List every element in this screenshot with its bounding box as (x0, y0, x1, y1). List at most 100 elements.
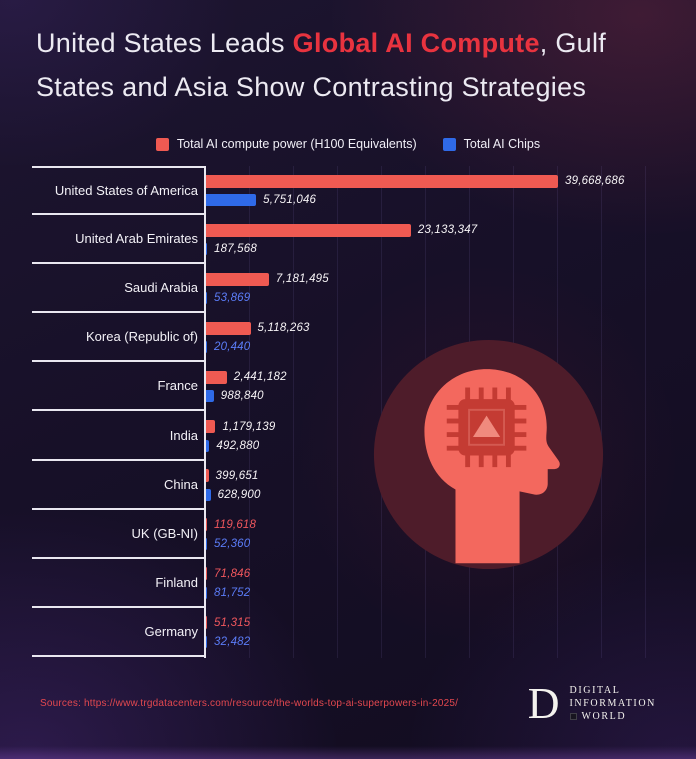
country-label: United States of America (32, 166, 205, 216)
chart-row: Korea (Republic of) 5,118,263 20,440 (0, 313, 696, 363)
compute-bar (205, 174, 558, 188)
chips-bar-line: 20,440 (205, 341, 696, 354)
microchip-icon (446, 387, 527, 468)
chips-bar (205, 243, 207, 256)
chart-row: China 399,651 628,900 (0, 461, 696, 510)
compute-bar-line: 5,118,263 (205, 321, 696, 335)
chips-value: 20,440 (214, 341, 251, 354)
ai-head-chip-illustration (372, 338, 605, 571)
compute-value: 5,118,263 (257, 322, 310, 335)
compute-bar (205, 272, 269, 286)
chips-bar-line: 81,752 (205, 586, 696, 599)
legend-label-chips: Total AI Chips (463, 137, 541, 151)
chips-value: 187,568 (214, 243, 257, 256)
compute-bar (205, 469, 209, 483)
compute-value: 2,441,182 (233, 371, 287, 384)
compute-bar (205, 616, 207, 630)
chips-bar-line: 628,900 (205, 488, 696, 501)
country-label: Germany (32, 608, 205, 657)
chips-value: 53,869 (214, 292, 251, 305)
chips-bar-line: 32,482 (205, 635, 696, 648)
chips-value: 81,752 (214, 586, 251, 599)
chips-bar-line: 492,880 (205, 439, 696, 452)
chart-axis-line (204, 166, 206, 658)
chart-legend: Total AI compute power (H100 Equivalents… (0, 137, 696, 151)
ai-head-chip-icon (373, 339, 604, 570)
chips-bar (205, 194, 257, 207)
compute-bar-line: 1,179,139 (205, 420, 696, 434)
country-label: UK (GB-NI) (32, 510, 205, 559)
row-bars: 1,179,139 492,880 (205, 411, 696, 460)
footer: Sources: https://www.trgdatacenters.com/… (0, 682, 696, 726)
row-bars: 5,118,263 20,440 (205, 313, 696, 362)
compute-bar-line: 2,441,182 (205, 370, 696, 384)
row-bars: 23,133,347 187,568 (205, 215, 696, 264)
country-label: Korea (Republic of) (32, 313, 205, 363)
compute-value: 7,181,495 (275, 273, 329, 286)
country-label: China (32, 461, 205, 510)
country-label: United Arab Emirates (32, 215, 205, 265)
logo-line3: WORLD (581, 711, 627, 723)
chart-row: India 1,179,139 492,880 (0, 411, 696, 461)
bar-chart: United States of America 39,668,686 5,751,… (0, 166, 696, 658)
logo-line1: DIGITAL (569, 685, 621, 697)
country-label: Saudi Arabia (32, 264, 205, 314)
compute-bar-line: 51,315 (205, 616, 696, 630)
chart-row: Finland 71,846 81,752 (0, 559, 696, 608)
chips-bar-line: 187,568 (205, 243, 696, 256)
chips-bar-line: 53,869 (205, 292, 696, 305)
source-text: Sources: https://www.trgdatacenters.com/… (40, 698, 459, 710)
compute-bar (205, 518, 207, 532)
row-bars: 71,846 81,752 (205, 559, 696, 608)
compute-value: 71,846 (214, 567, 251, 580)
compute-value: 51,315 (214, 616, 251, 629)
title-part1: United States Leads (36, 28, 293, 58)
title-part2: , Gulf (539, 28, 607, 58)
chips-value: 988,840 (220, 390, 264, 403)
chips-value: 492,880 (216, 439, 260, 452)
compute-bar (205, 223, 411, 237)
chips-bar (205, 586, 207, 599)
chips-bar (205, 341, 207, 354)
chips-value: 52,360 (214, 537, 251, 550)
compute-bar-line: 7,181,495 (205, 272, 696, 286)
chart-row: United Arab Emirates 23,133,347 187,568 (0, 215, 696, 265)
compute-value: 399,651 (215, 469, 259, 482)
legend-label-compute: Total AI compute power (H100 Equivalents… (176, 137, 417, 151)
title-line2: States and Asia Show Contrasting Strateg… (36, 71, 587, 102)
logo-square-icon (569, 713, 577, 721)
compute-bar-line: 39,668,686 (205, 174, 696, 188)
chips-bar (205, 488, 211, 501)
chart-rows: United States of America 39,668,686 5,751,… (0, 166, 696, 657)
logo-text: DIGITAL INFORMATION WORLD (569, 685, 657, 723)
compute-bar-line: 399,651 (205, 469, 696, 483)
compute-bar (205, 420, 216, 434)
chips-bar (205, 537, 207, 550)
chips-value: 628,900 (217, 488, 261, 501)
logo-line2: INFORMATION (569, 698, 656, 710)
legend-swatch-chips-icon (442, 137, 456, 151)
compute-value: 23,133,347 (417, 224, 478, 237)
legend-item-compute: Total AI compute power (H100 Equivalents… (155, 137, 417, 151)
head-profile-icon (424, 369, 560, 564)
diw-logo: D DIGITAL INFORMATION WORLD (528, 682, 657, 726)
chips-value: 5,751,046 (263, 194, 317, 207)
chips-bar (205, 635, 207, 648)
compute-bar (205, 321, 251, 335)
chips-value: 32,482 (214, 635, 251, 648)
compute-value: 39,668,686 (565, 175, 625, 188)
chips-bar-line: 988,840 (205, 390, 696, 403)
title-highlight: Global AI Compute (292, 28, 540, 58)
row-bars: 51,315 32,482 (205, 608, 696, 657)
compute-bar-line: 119,618 (205, 518, 696, 532)
compute-bar (205, 567, 207, 581)
compute-value: 1,179,139 (222, 420, 276, 433)
row-bars: 399,651 628,900 (205, 461, 696, 510)
chart-row: Germany 51,315 32,482 (0, 608, 696, 657)
chart-row: UK (GB-NI) 119,618 52,360 (0, 510, 696, 559)
chip-triangle-icon (472, 415, 501, 438)
legend-item-chips: Total AI Chips (442, 137, 541, 151)
chips-bar (205, 292, 207, 305)
chips-bar-line: 52,360 (205, 537, 696, 550)
